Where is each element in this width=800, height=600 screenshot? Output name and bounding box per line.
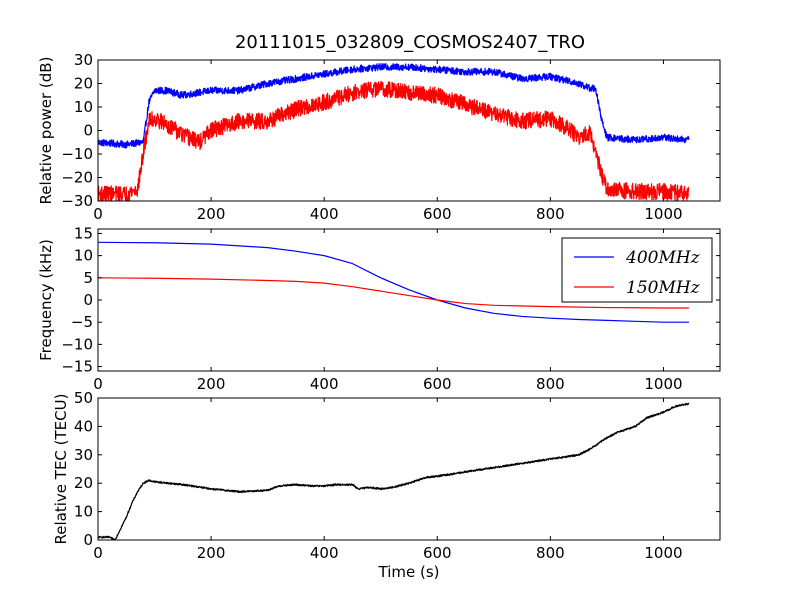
legend-label: 400MHz [625,248,701,268]
legend: 400MHz 150MHz [561,237,713,303]
y-tick-label: 5 [83,269,93,287]
series-line-2-0 [98,402,690,540]
x-tick-label: 200 [197,544,226,562]
series-line-0-1 [98,80,690,201]
y-tick-label: 0 [83,291,93,309]
x-tick-label: 0 [93,544,103,562]
frequency-panel: 0 200 400 600 800 1000 −15 −10 −5 0 5 10 15 Frequency… [37,224,721,393]
y-tick-label: 15 [74,224,93,242]
y-tick-label: −20 [61,169,93,187]
figure-title: 20111015_032809_COSMOS2407_TRO [235,32,585,53]
x-tick-label: 200 [197,205,226,223]
y-tick-label: 10 [74,503,93,521]
y-tick-label: 20 [74,474,93,492]
y-tick-label: 40 [74,417,93,435]
y-tick-label: −15 [61,358,93,376]
y-tick-label: 10 [74,98,93,116]
y-tick-label: −5 [71,313,93,331]
y-axis-label: Relative power (dB) [37,57,55,205]
x-tick-label: 800 [536,544,565,562]
legend-box [561,237,713,303]
x-tick-label: 800 [536,205,565,223]
x-tick-label: 600 [423,375,452,393]
y-tick-label: 30 [74,446,93,464]
x-tick-label: 600 [423,205,452,223]
x-tick-label: 600 [423,544,452,562]
y-axis-label: Frequency (kHz) [37,239,55,361]
x-tick-label: 1000 [644,205,682,223]
plot-frame [97,397,721,541]
y-tick-label: 10 [74,247,93,265]
x-axis-label: Time (s) [378,563,440,581]
x-tick-label: 0 [93,205,103,223]
x-tick-label: 0 [93,375,103,393]
x-tick-label: 800 [536,375,565,393]
series-line-0-0 [98,62,690,149]
y-tick-label: 0 [83,531,93,549]
x-tick-label: 400 [310,544,339,562]
x-tick-label: 1000 [644,544,682,562]
x-tick-label: 1000 [644,375,682,393]
y-tick-label: −10 [61,335,93,353]
x-tick-label: 200 [197,375,226,393]
y-tick-label: 50 [74,389,93,407]
y-tick-label: 30 [74,51,93,69]
x-tick-label: 400 [310,205,339,223]
y-tick-label: 20 [74,75,93,93]
y-tick-label: −30 [61,192,93,210]
series-line-150mhz [98,277,689,309]
y-tick-label: 0 [83,122,93,140]
relative-power-panel: 0 200 400 600 800 1000 −30 −20 −10 0 10 20 30 Relativ… [37,51,721,223]
legend-label: 150MHz [626,278,701,298]
x-tick-label: 400 [310,375,339,393]
y-axis-label: Relative TEC (TECU) [52,394,70,545]
y-tick-label: −10 [61,145,93,163]
